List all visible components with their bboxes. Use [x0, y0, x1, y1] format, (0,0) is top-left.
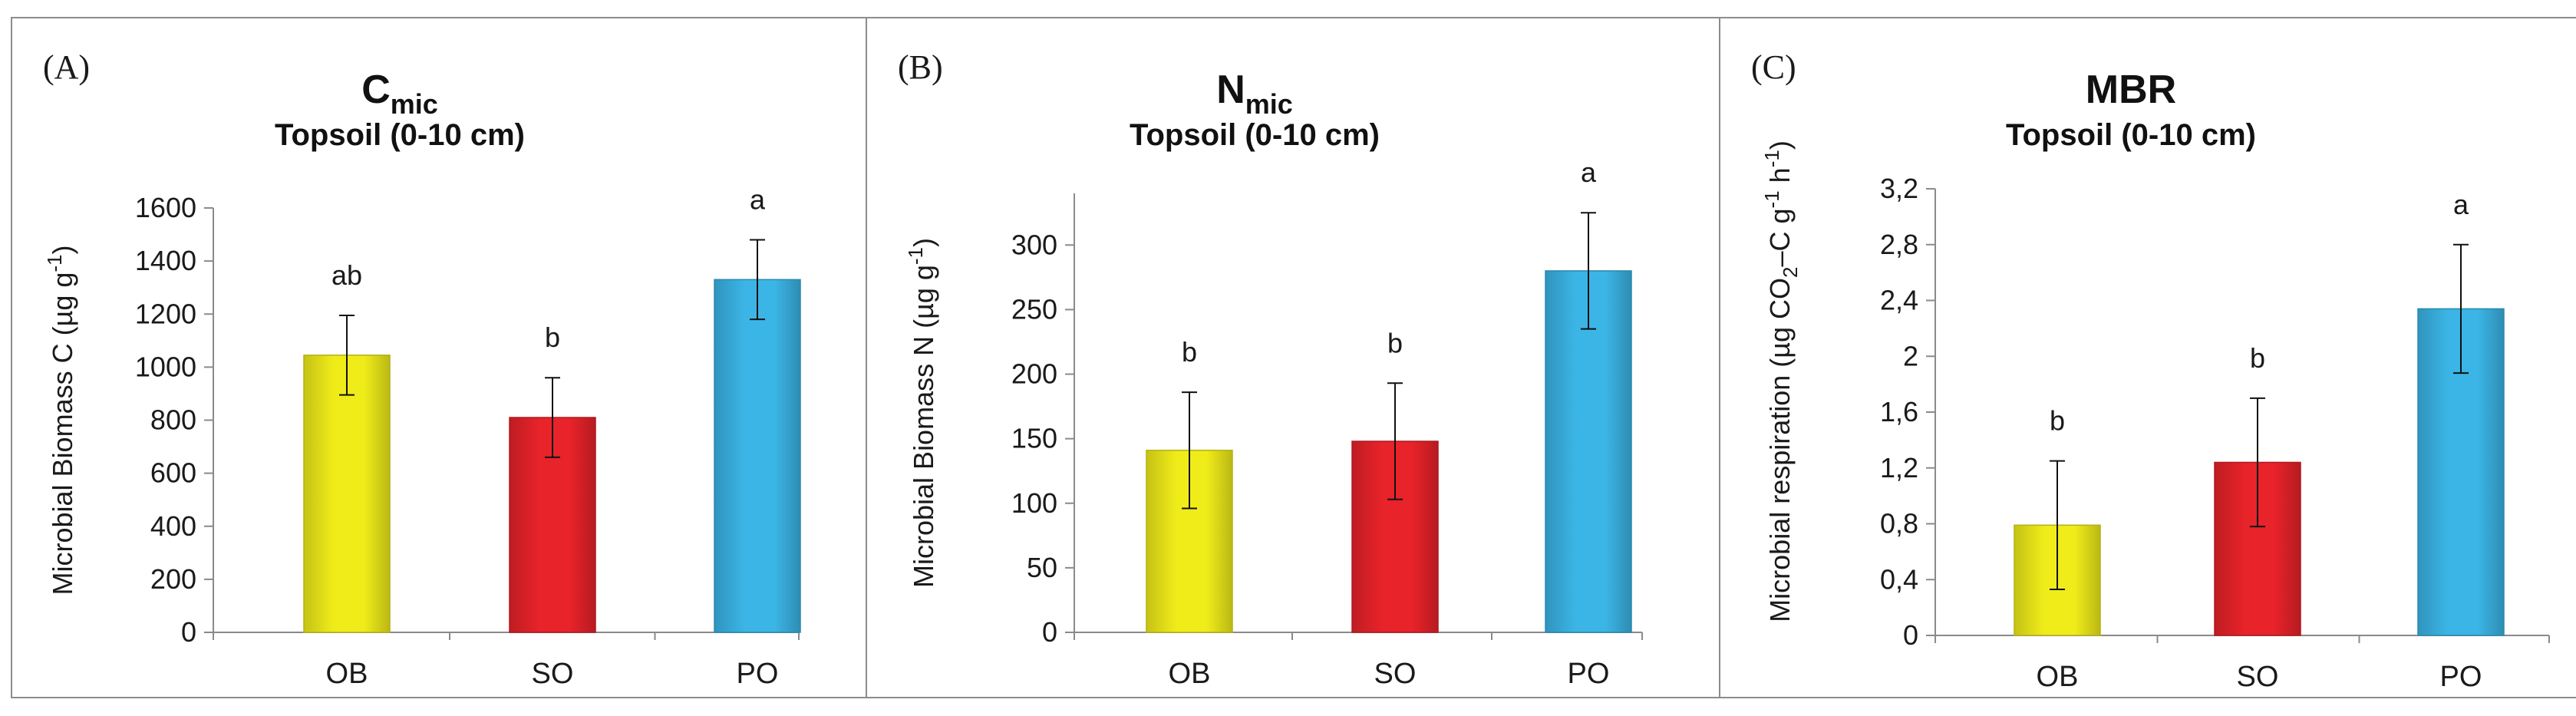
bar-ob	[303, 355, 391, 633]
bar-po	[714, 279, 801, 633]
y-axis-label-sup: -1	[1760, 190, 1783, 208]
y-tick-label: 1000	[135, 351, 196, 382]
y-axis-label: Microbial Biomass C (µg g-1)	[43, 246, 78, 596]
title-subscript: mic	[1245, 88, 1293, 120]
y-axis-label: Microbial respiration (µg CO2–C g-1 h-1)	[1760, 140, 1802, 622]
y-axis-label-sup: -1	[904, 247, 927, 265]
y-tick-label: 400	[150, 510, 196, 542]
chart-title: MBR	[2086, 68, 2176, 112]
panel-nmic: (B) Nmic Topsoil (0-10 cm) 0 50 100 150 200 250 3…	[866, 17, 1733, 698]
panel-cmic: (A) Cmic Topsoil (0-10 cm) 0 200 400 600 800 100…	[11, 17, 878, 698]
y-tick-label: 100	[1011, 487, 1057, 519]
y-axis-label-end: )	[47, 246, 78, 255]
y-tick-label: 2,8	[1880, 229, 1918, 260]
y-tick-label: 0	[181, 616, 196, 648]
significance-label: b	[1182, 336, 1197, 368]
y-axis-label-text3: h	[1764, 167, 1796, 190]
y-axis-label: Microbial Biomass N (µg g-1)	[904, 238, 939, 588]
y-tick-label: 1,2	[1880, 452, 1918, 483]
title-text: N	[1216, 68, 1245, 112]
y-axis-label-end: )	[1764, 140, 1796, 150]
chart-title: Cmic	[361, 68, 438, 120]
y-axis-label-text: Microbial respiration (µg CO	[1764, 278, 1796, 622]
y-axis-label-sup: -1	[1760, 150, 1783, 167]
x-category-label: PO	[1568, 658, 1610, 690]
y-tick-label: 2,4	[1880, 285, 1918, 316]
significance-label: a	[2453, 189, 2469, 220]
significance-label: a	[750, 183, 766, 215]
y-tick-label: 150	[1011, 423, 1057, 454]
x-category-label: PO	[737, 658, 779, 690]
y-tick-label: 0,8	[1880, 508, 1918, 539]
x-category-label: SO	[2237, 661, 2279, 693]
title-subscript: mic	[391, 88, 438, 120]
significance-label: b	[1387, 327, 1403, 358]
x-category-label: OB	[2037, 661, 2079, 693]
y-tick-label: 200	[150, 563, 196, 595]
y-tick-label: 250	[1011, 293, 1057, 325]
y-axis-label-text2: –C g	[1764, 208, 1796, 266]
x-category-label: OB	[1169, 658, 1211, 690]
y-tick-label: 3,2	[1880, 173, 1918, 204]
x-category-label: PO	[2440, 661, 2482, 693]
significance-label: b	[2050, 405, 2065, 437]
chart-subtitle: Topsoil (0-10 cm)	[2006, 118, 2256, 152]
y-axis-label-text: Microbial Biomass C (µg g	[47, 272, 78, 596]
y-tick-label: 50	[1027, 552, 1057, 583]
y-tick-label: 0,4	[1880, 563, 1918, 595]
title-text: C	[361, 68, 391, 112]
significance-label: b	[2250, 342, 2265, 374]
y-tick-label: 600	[150, 457, 196, 489]
chart-title: Nmic	[1216, 68, 1293, 120]
x-category-label: OB	[326, 658, 368, 690]
panel-mbr: (C) MBR Topsoil (0-10 cm) 0 0,4 0,8 1,2 1,6 2 2,4…	[1719, 17, 2576, 698]
y-tick-label: 1400	[135, 245, 196, 276]
x-category-label: SO	[1374, 658, 1417, 690]
bar-po	[1545, 270, 1632, 633]
y-tick-label: 1600	[135, 192, 196, 223]
y-tick-label: 0	[1903, 619, 1918, 651]
y-tick-label: 1,6	[1880, 396, 1918, 427]
y-axis-label-text: Microbial Biomass N (µg g	[908, 265, 939, 588]
panel-label: (C)	[1751, 48, 1796, 86]
y-tick-label: 300	[1011, 229, 1057, 260]
chart-subtitle: Topsoil (0-10 cm)	[1130, 118, 1380, 152]
y-tick-label: 1200	[135, 298, 196, 329]
y-axis-label-sub: 2	[1779, 266, 1802, 277]
y-tick-label: 800	[150, 404, 196, 436]
x-category-label: SO	[532, 658, 574, 690]
title-text: MBR	[2086, 68, 2176, 112]
panel-label: (B)	[898, 48, 943, 86]
chart-subtitle: Topsoil (0-10 cm)	[275, 118, 525, 152]
panel-label: (A)	[43, 48, 90, 86]
chart-svg-2: (C) MBR Topsoil (0-10 cm) 0 0,4 0,8 1,2 1,6 2 2,4…	[1751, 48, 2550, 693]
y-axis-label-sup: -1	[43, 255, 66, 272]
significance-label: a	[1581, 157, 1597, 188]
significance-label: b	[545, 322, 560, 353]
y-tick-label: 200	[1011, 358, 1057, 390]
y-tick-label: 0	[1042, 616, 1057, 648]
significance-label: ab	[331, 259, 362, 291]
y-axis-label-end: )	[908, 238, 939, 247]
y-tick-label: 2	[1903, 340, 1918, 371]
